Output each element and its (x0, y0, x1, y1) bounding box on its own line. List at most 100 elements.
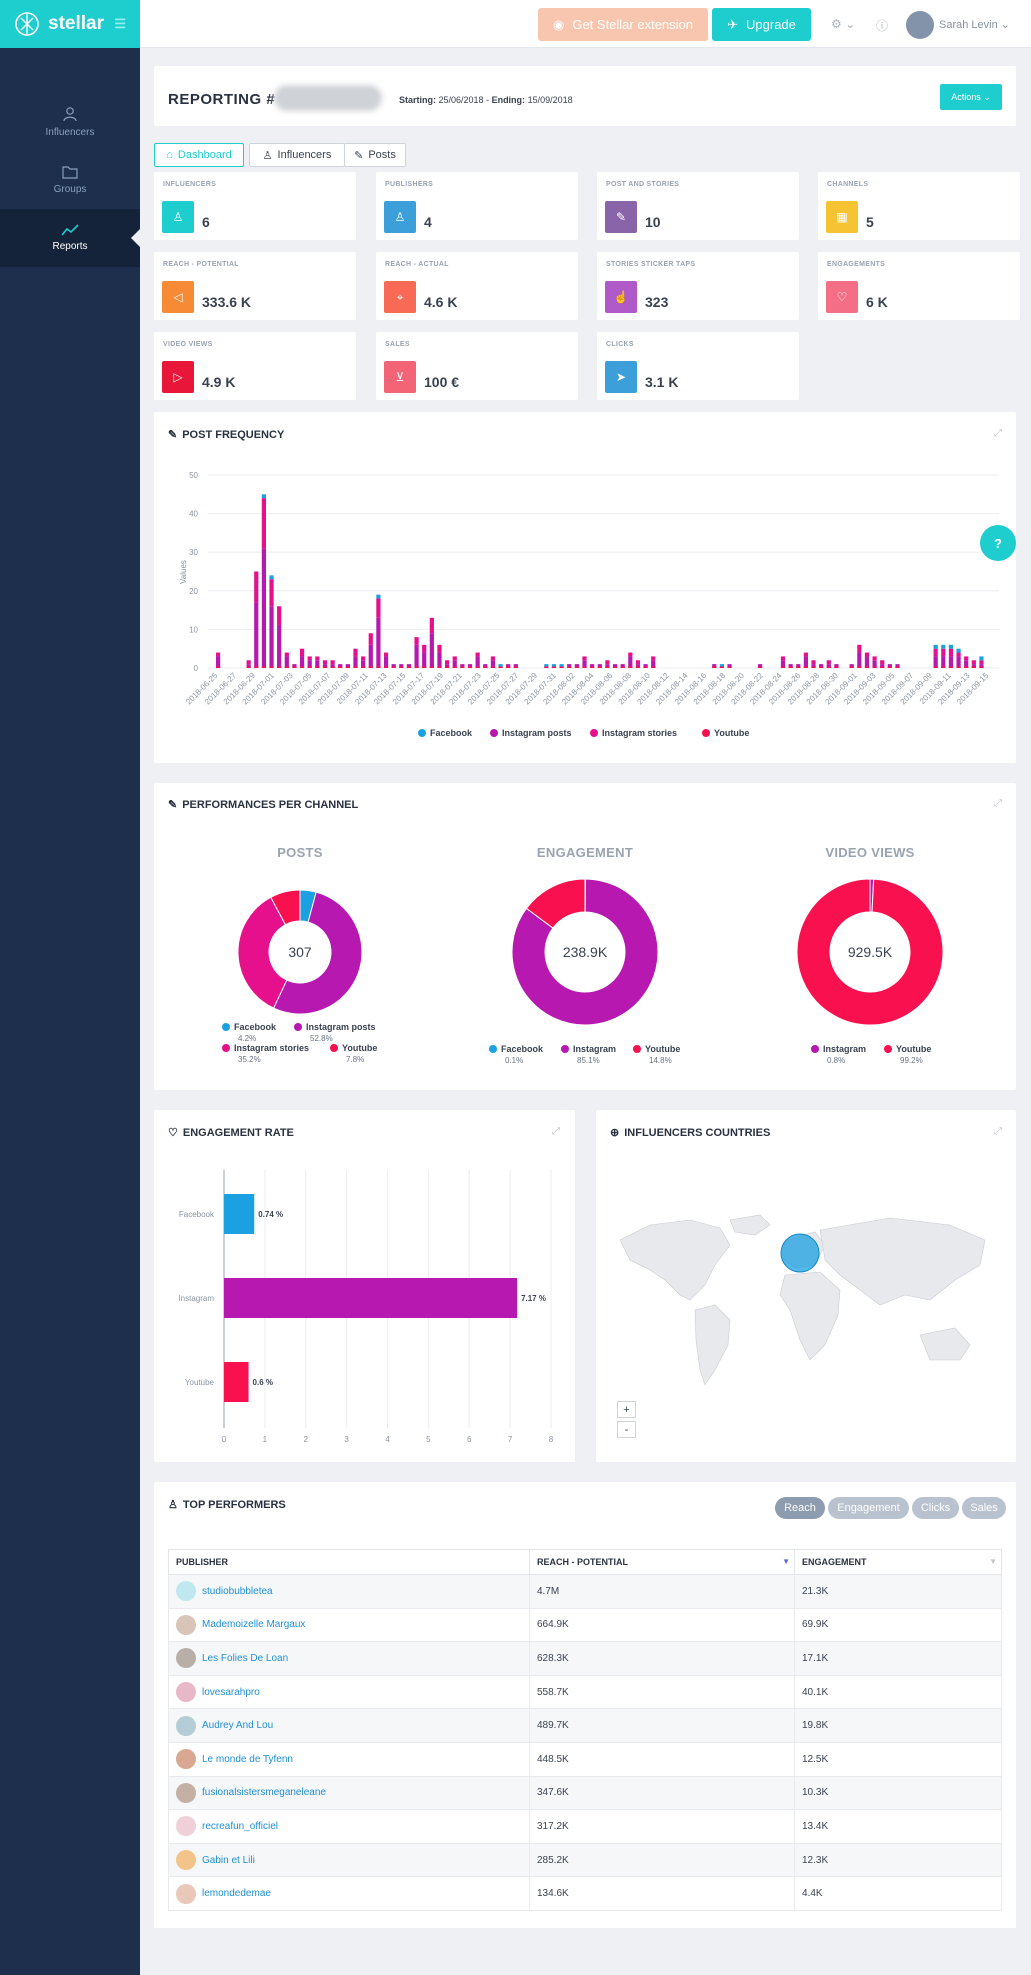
column-engagement[interactable]: ENGAGEMENT ▼ (794, 1549, 1002, 1575)
get-extension-button[interactable]: ◉ Get Stellar extension (538, 8, 708, 41)
donut-slice[interactable] (525, 878, 586, 929)
frequency-bar (605, 666, 610, 668)
pill-label: Reach (784, 1502, 816, 1514)
frequency-bar (864, 666, 870, 668)
pill-clicks[interactable]: Clicks (912, 1497, 959, 1519)
tab-dashboard[interactable]: ⌂ Dashboard (154, 143, 244, 167)
donut-slice[interactable] (511, 878, 659, 1026)
legend-label[interactable]: Facebook (430, 728, 473, 738)
legend-item[interactable]: Instagram (811, 1044, 866, 1054)
pill-reach[interactable]: Reach (775, 1497, 825, 1519)
brand[interactable]: stellar ☰ (0, 0, 140, 48)
world-map[interactable] (610, 1210, 1005, 1410)
legend-percent: 52.8% (310, 1034, 333, 1043)
frequency-bar (406, 666, 412, 668)
zoom-out-button[interactable]: - (617, 1421, 636, 1438)
legend-item[interactable]: Facebook (222, 1022, 276, 1032)
top-performers-title: ♙ TOP PERFORMERS (168, 1498, 286, 1512)
sidebar-item-influencers[interactable]: Influencers (0, 93, 140, 151)
sidebar-item-groups[interactable]: Groups (0, 151, 140, 209)
frequency-bar (383, 666, 389, 668)
publisher-link[interactable]: fusionalsistersmeganeleane (202, 1787, 326, 1799)
stat-label: STORIES STICKER TAPS (606, 261, 696, 268)
publisher-link[interactable]: lovesarahpro (202, 1686, 260, 1698)
legend-item[interactable]: Instagram (561, 1044, 616, 1054)
engagement-bar[interactable] (224, 1362, 249, 1402)
legend-item[interactable]: Youtube (633, 1044, 680, 1054)
legend-item[interactable]: Facebook (489, 1044, 543, 1054)
expand-icon[interactable]: ⤢ (994, 798, 1002, 809)
legend-item[interactable]: Youtube (884, 1044, 931, 1054)
publisher-link[interactable]: Gabin et Lili (202, 1854, 255, 1866)
frequency-bar (559, 664, 564, 668)
expand-icon[interactable]: ⤢ (994, 1126, 1002, 1137)
publisher-link[interactable]: Le monde de Tyfenn (202, 1753, 293, 1765)
frequency-bar (284, 652, 289, 657)
frequency-bar (857, 666, 862, 668)
legend-label: Facebook (234, 1022, 277, 1032)
frequency-bar (826, 660, 831, 665)
legend-item[interactable]: Instagram stories (222, 1043, 309, 1053)
actions-button[interactable]: Actions ⌄ (940, 84, 1002, 110)
frequency-bar (391, 666, 396, 668)
reach-cell: 664.9K (529, 1607, 795, 1643)
publisher-link[interactable]: recreafun_officiel (202, 1820, 278, 1832)
sidebar-item-reports[interactable]: Reports (0, 209, 140, 267)
pill-label: Engagement (837, 1502, 900, 1514)
help-button[interactable]: ? (980, 525, 1016, 561)
frequency-bar (933, 656, 938, 668)
donut-slice[interactable] (272, 891, 363, 1015)
publisher-link[interactable]: Mademoizelle Margaux (202, 1619, 306, 1631)
frequency-bar (979, 656, 984, 661)
frequency-bar (513, 666, 518, 668)
france-marker[interactable] (780, 1233, 820, 1273)
legend-item[interactable]: Instagram posts (294, 1022, 376, 1032)
section-title: ENGAGEMENT RATE (182, 1126, 294, 1139)
expand-icon[interactable]: ⤢ (552, 1126, 560, 1137)
help-circle-icon[interactable]: ⓘ (876, 19, 889, 33)
frequency-bar (437, 666, 442, 668)
publisher-link[interactable]: lemondedemae (202, 1888, 271, 1900)
legend-item[interactable]: Youtube (330, 1043, 377, 1053)
frequency-bar (399, 664, 404, 668)
pill-engagement[interactable]: Engagement (828, 1497, 909, 1519)
upgrade-button[interactable]: ✈ Upgrade (712, 8, 811, 41)
expand-icon[interactable]: ⤢ (994, 428, 1002, 439)
legend-label[interactable]: Instagram stories (602, 728, 677, 738)
publisher-link[interactable]: studiobubbletea (202, 1585, 273, 1597)
pill-sales[interactable]: Sales (962, 1497, 1006, 1519)
engagement-bar[interactable] (224, 1278, 518, 1318)
frequency-bar (292, 664, 297, 668)
tab-posts[interactable]: ✎ Posts (344, 143, 406, 167)
legend-label[interactable]: Youtube (714, 728, 749, 738)
settings-icon[interactable]: ⚙ ⌄ (831, 17, 856, 31)
user-menu[interactable]: Sarah Levin ⌄ (939, 19, 1010, 31)
stat-card: POST AND STORIES ✎ 10 (597, 172, 799, 240)
publisher-cell: studiobubbletea (168, 1574, 530, 1609)
zoom-in-button[interactable]: + (617, 1401, 636, 1418)
x-tick-label: 7 (508, 1435, 513, 1444)
publisher-link[interactable]: Audrey And Lou (202, 1720, 274, 1732)
frequency-bar (864, 652, 870, 657)
column-reach[interactable]: REACH - POTENTIAL ▼ (529, 1549, 795, 1575)
grid-icon: ▦ (836, 210, 848, 224)
frequency-bar (330, 666, 335, 668)
column-publisher[interactable]: PUBLISHER (168, 1549, 530, 1575)
bar-value-label: 0.74 % (258, 1210, 283, 1219)
zoom-in-label: + (623, 1403, 630, 1416)
avatar[interactable] (906, 11, 934, 39)
play-icon: ▷ (173, 370, 183, 384)
tab-influencers[interactable]: ♙ Influencers (249, 143, 345, 167)
legend-label[interactable]: Instagram posts (502, 728, 572, 738)
menu-icon[interactable]: ☰ (114, 16, 126, 31)
column-label: PUBLISHER (176, 1557, 229, 1567)
frequency-bar (414, 644, 419, 668)
donut-slice[interactable] (796, 878, 944, 1026)
frequency-bar (895, 666, 900, 668)
send-icon: ➤ (615, 370, 627, 384)
frequency-bar (269, 606, 274, 668)
donut-slice[interactable] (270, 889, 301, 926)
engagement-bar[interactable] (224, 1194, 255, 1234)
donut-slice[interactable] (237, 896, 288, 1009)
publisher-link[interactable]: Les Folies De Loan (202, 1652, 289, 1664)
